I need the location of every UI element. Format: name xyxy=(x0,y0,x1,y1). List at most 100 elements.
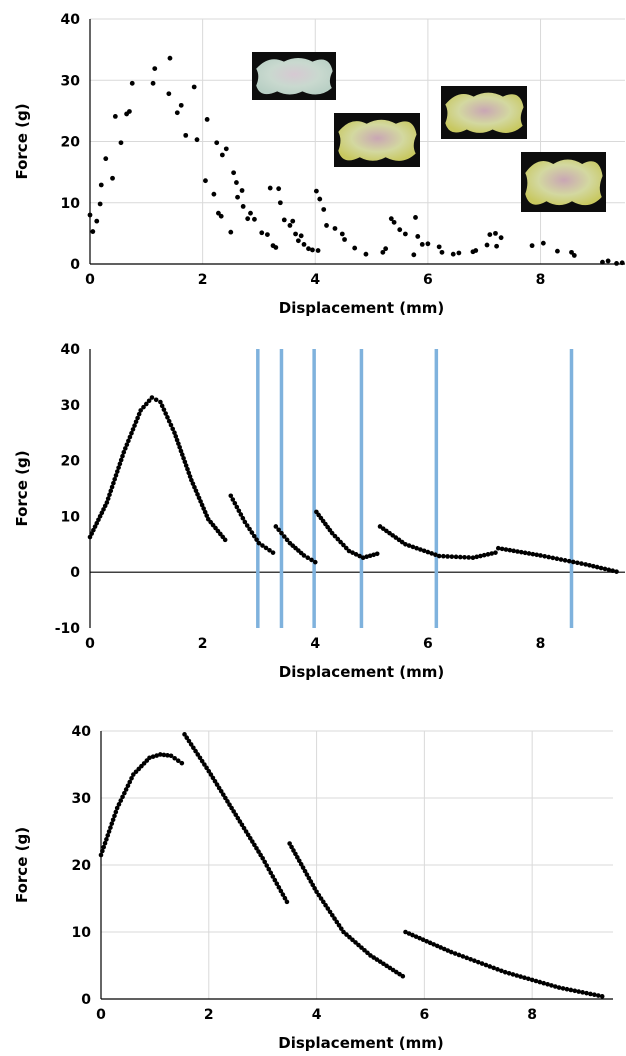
data-point xyxy=(249,530,255,535)
data-point xyxy=(374,551,380,557)
data-point xyxy=(112,813,117,819)
data-point xyxy=(495,967,500,972)
data-point xyxy=(266,866,272,872)
data-point xyxy=(475,959,481,965)
data-point xyxy=(380,249,386,255)
data-point xyxy=(462,554,467,560)
data-point xyxy=(136,411,142,417)
data-point xyxy=(457,554,463,560)
data-point xyxy=(241,825,247,831)
data-point xyxy=(183,463,189,468)
data-point xyxy=(203,178,208,184)
data-point xyxy=(583,562,588,567)
data-point xyxy=(98,852,104,858)
data-point xyxy=(413,215,418,220)
data-point xyxy=(575,560,580,566)
data-point xyxy=(414,545,419,551)
data-point xyxy=(359,945,364,950)
data-point xyxy=(206,768,212,774)
data-point xyxy=(182,459,188,465)
data-point xyxy=(321,899,326,905)
y-axis-label: Force (g) xyxy=(13,103,31,179)
data-point xyxy=(304,872,310,877)
data-point xyxy=(187,474,193,479)
data-point xyxy=(277,200,283,206)
data-point xyxy=(295,238,301,244)
data-point xyxy=(450,251,456,257)
data-point xyxy=(220,792,226,797)
data-point xyxy=(499,968,504,974)
data-point xyxy=(318,896,324,901)
data-point xyxy=(410,932,415,938)
data-point xyxy=(100,848,105,854)
data-point xyxy=(441,946,447,952)
data-point xyxy=(541,980,547,986)
data-point xyxy=(599,994,605,999)
sample-photo-1 xyxy=(252,52,336,100)
data-point xyxy=(108,488,114,494)
data-point xyxy=(507,547,513,553)
data-point xyxy=(550,555,556,561)
data-point xyxy=(545,982,550,987)
data-point xyxy=(227,802,232,807)
data-point xyxy=(106,829,112,834)
data-point xyxy=(252,842,257,848)
data-point xyxy=(445,554,450,559)
data-point xyxy=(92,524,98,529)
data-point xyxy=(214,782,220,787)
data-point xyxy=(614,260,619,266)
data-point xyxy=(216,210,221,216)
data-point xyxy=(287,841,292,846)
data-point xyxy=(295,855,300,860)
y-tick-label: 0 xyxy=(70,565,80,581)
data-point xyxy=(494,243,499,249)
data-point xyxy=(251,533,257,539)
data-point xyxy=(332,533,338,539)
data-point xyxy=(195,752,201,757)
y-tick-label: 10 xyxy=(61,196,81,212)
data-point xyxy=(546,554,552,560)
data-point xyxy=(112,113,118,119)
data-point xyxy=(250,839,255,844)
data-point xyxy=(339,231,345,237)
data-point xyxy=(174,437,180,443)
data-point xyxy=(174,110,180,116)
data-point xyxy=(549,983,554,988)
data-point xyxy=(154,753,159,758)
data-point xyxy=(300,865,306,870)
data-point xyxy=(166,418,172,424)
data-point xyxy=(239,188,245,193)
data-point xyxy=(453,554,459,560)
data-point xyxy=(341,929,346,935)
data-point xyxy=(468,956,473,962)
data-point xyxy=(172,430,177,436)
x-axis-label: Displacement (mm) xyxy=(279,663,444,681)
x-tick-label: 0 xyxy=(96,1007,106,1023)
data-point xyxy=(529,243,535,249)
data-point xyxy=(132,423,137,428)
data-point xyxy=(223,795,228,801)
data-point xyxy=(332,916,337,921)
data-point xyxy=(216,785,222,791)
data-point xyxy=(268,870,274,876)
data-point xyxy=(493,230,498,236)
data-point xyxy=(605,258,611,264)
data-point xyxy=(538,553,543,558)
data-point xyxy=(177,444,182,450)
data-point xyxy=(619,260,625,266)
data-point xyxy=(158,399,163,405)
data-point xyxy=(473,248,479,253)
data-point xyxy=(264,863,270,868)
data-point xyxy=(594,564,600,570)
data-point xyxy=(472,958,477,964)
data-point xyxy=(223,146,229,152)
data-point xyxy=(346,548,352,554)
data-point xyxy=(329,530,335,536)
data-point xyxy=(502,969,508,975)
data-point xyxy=(141,404,146,410)
data-point xyxy=(302,868,308,874)
data-point xyxy=(276,186,282,192)
data-point xyxy=(252,216,257,222)
data-point xyxy=(560,986,566,991)
